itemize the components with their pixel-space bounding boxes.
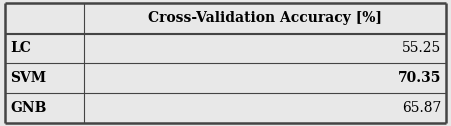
Text: SVM: SVM [10,71,46,85]
Text: 65.87: 65.87 [402,101,441,115]
Text: LC: LC [10,41,31,55]
Text: Cross-Validation Accuracy [%]: Cross-Validation Accuracy [%] [148,11,382,25]
Text: 55.25: 55.25 [402,41,441,55]
Text: GNB: GNB [10,101,46,115]
Text: 70.35: 70.35 [398,71,441,85]
